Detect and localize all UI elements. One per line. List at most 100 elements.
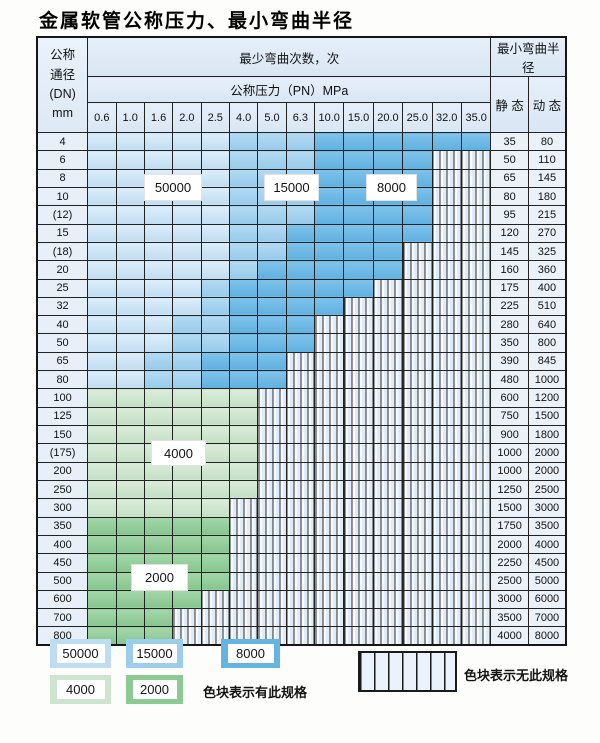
spec-cell-unavailable [460,516,492,536]
dn-label: 450 [36,553,89,573]
table-row: 15 120 270 [36,223,567,243]
spec-cell-unavailable [343,443,374,463]
spec-cell-unavailable [314,406,345,427]
spec-cell-unavailable [431,260,462,280]
spec-cell [200,131,230,152]
static-radius-value: 1000 [490,461,529,481]
legend-swatch-label: 15000 [132,644,177,663]
spec-cell [143,406,174,427]
spec-cell [228,223,259,243]
table-row: 250 1250 2500 [36,479,567,500]
spec-cell-unavailable [402,589,433,610]
table-row: 400 2000 4000 [36,534,567,555]
dn-label: 25 [36,278,89,298]
spec-cell [228,406,259,427]
spec-cell [87,479,117,500]
spec-cell [172,479,202,500]
spec-cell [115,150,145,170]
spec-cell [143,589,174,610]
dynamic-radius-value: 2000 [527,461,567,481]
spec-cell-unavailable [257,461,287,481]
spec-cell-unavailable [460,571,492,591]
spec-cell [200,424,230,445]
spec-cell-unavailable [372,315,404,335]
spec-cell-unavailable [343,388,374,408]
spec-cell-unavailable [460,626,492,646]
spec-cell [172,388,202,408]
spec-cell [314,278,345,298]
dynamic-radius-value: 2000 [527,443,567,463]
spec-cell [143,534,174,555]
radius-title-header: 最小弯曲半径 [490,36,567,77]
dn-header-line: (DN) [49,87,76,101]
spec-cell-unavailable [372,626,404,646]
spec-cell-unavailable [257,406,287,427]
spec-cell-unavailable [343,534,374,555]
spec-cell [228,388,259,408]
static-radius-value: 1000 [490,443,529,463]
cycles-value-label: 15000 [265,175,318,200]
spec-cell-unavailable [460,333,492,353]
dn-label: 300 [36,498,89,518]
legend-swatch-8000: 8000 [221,639,280,668]
spec-cell [257,315,287,335]
spec-cell [115,589,145,610]
spec-cell [372,223,404,243]
spec-cell [314,241,345,262]
legend-swatch-2000: 2000 [126,675,183,704]
spec-cell [172,370,202,390]
spec-table: 公称 通径 (DN) mm 最少弯曲次数，次 最小弯曲半径 公称压力（PN）MP… [36,36,567,647]
spec-cell [200,370,230,390]
dynamic-radius-value: 1800 [527,424,567,445]
spec-cell-unavailable [431,333,462,353]
spec-cell-unavailable [460,205,492,225]
spec-cell-unavailable [314,571,345,591]
spec-cell-unavailable [460,278,492,298]
spec-cell-unavailable [460,589,492,610]
spec-cell-unavailable [314,333,345,353]
spec-cell [343,223,374,243]
spec-cell [228,333,259,353]
spec-cell-unavailable [285,608,316,628]
spec-cell [172,150,202,170]
dynamic-radius-value: 180 [527,186,567,207]
spec-cell [228,150,259,170]
pn-value-header: 20.0 [372,102,404,133]
spec-cell-unavailable [257,534,287,555]
spec-cell [200,168,230,188]
legend-available-text: 色块表示有此规格 [203,685,308,700]
cycles-value-label: 50000 [145,175,201,200]
spec-cell [87,516,117,536]
spec-cell [87,370,117,390]
cycles-title-header: 最少弯曲次数，次 [87,36,492,77]
spec-cell-unavailable [460,553,492,573]
spec-cell [228,131,259,152]
spec-cell [200,571,230,591]
spec-cell [87,589,117,610]
spec-cell-unavailable [460,443,492,463]
spec-cell-unavailable [285,553,316,573]
spec-cell-unavailable [460,406,492,427]
spec-cell [115,278,145,298]
spec-cell [285,260,316,280]
spec-cell-unavailable [228,571,259,591]
spec-cell [372,131,404,152]
pn-value-header: 10.0 [314,102,345,133]
spec-cell [314,186,345,207]
spec-cell [115,406,145,427]
spec-cell [115,315,145,335]
spec-cell [228,186,259,207]
spec-cell [172,205,202,225]
spec-cell-unavailable [431,205,462,225]
spec-cell [143,351,174,372]
dynamic-radius-value: 145 [527,168,567,188]
spec-cell-unavailable [372,351,404,372]
pn-value-header: 5.0 [257,102,287,133]
spec-cell-unavailable [314,424,345,445]
spec-cell [87,461,117,481]
spec-cell-unavailable [460,150,492,170]
static-radius-value: 750 [490,406,529,427]
spec-cell-unavailable [314,388,345,408]
page-title: 金属软管公称压力、最小弯曲半径 [39,10,355,32]
